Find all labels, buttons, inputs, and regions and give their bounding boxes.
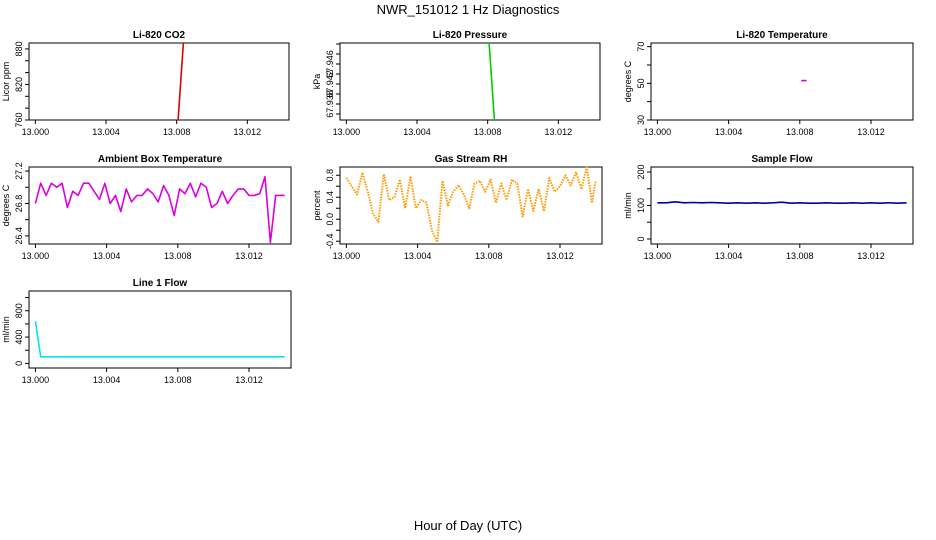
panel-title: Ambient Box Temperature xyxy=(98,154,223,165)
panel-title: Li-820 Pressure xyxy=(433,30,508,41)
series-line-1 xyxy=(34,175,285,244)
x-tick-label: 13.012 xyxy=(235,251,263,261)
x-tick-label: 13.008 xyxy=(164,375,192,385)
y-tick-label: 70 xyxy=(636,42,646,52)
y-tick-label: 400 xyxy=(14,330,24,345)
y-tick-label: 0.0 xyxy=(325,213,335,226)
y-tick-label: -0.4 xyxy=(325,233,335,249)
y-tick-label: 880 xyxy=(14,41,24,56)
x-tick-label: 13.000 xyxy=(644,251,672,261)
x-tick-label: 13.008 xyxy=(475,251,503,261)
plot-frame xyxy=(339,42,601,121)
y-axis-label: ml/min xyxy=(1,316,11,343)
x-tick-label: 13.000 xyxy=(333,127,361,137)
series-line-1 xyxy=(657,201,907,204)
x-tick-label: 13.012 xyxy=(546,251,574,261)
x-tick-label: 13.012 xyxy=(545,127,573,137)
y-tick-label: 26.8 xyxy=(14,195,24,213)
x-tick-label: 13.004 xyxy=(93,251,121,261)
y-axis-label: percent xyxy=(312,190,322,221)
x-tick-label: 13.008 xyxy=(164,251,192,261)
series-line-1 xyxy=(177,42,185,121)
y-tick-label: 100 xyxy=(636,198,646,213)
y-tick-label: 67.946 xyxy=(325,50,335,78)
x-tick-label: 13.000 xyxy=(22,375,50,385)
x-tick-label: 13.004 xyxy=(92,127,120,137)
x-tick-label: 13.004 xyxy=(93,375,121,385)
y-axis-label: Licor ppm xyxy=(1,62,11,102)
y-axis-label: degrees C xyxy=(1,184,11,226)
series-line-1 xyxy=(34,321,285,358)
plot-frame xyxy=(28,42,290,121)
x-tick-label: 13.000 xyxy=(333,251,361,261)
y-tick-label: 0.4 xyxy=(325,191,335,204)
y-axis-label: degrees C xyxy=(623,60,633,102)
y-axis-label: ml/min xyxy=(623,192,633,219)
x-tick-label: 13.012 xyxy=(857,127,885,137)
x-tick-label: 13.012 xyxy=(235,375,263,385)
page-title: NWR_151012 1 Hz Diagnostics xyxy=(376,2,560,17)
x-tick-label: 13.012 xyxy=(857,251,885,261)
x-tick-label: 13.012 xyxy=(234,127,262,137)
y-tick-label: 200 xyxy=(636,165,646,180)
y-tick-label: 760 xyxy=(14,112,24,127)
plot-frame xyxy=(28,290,292,369)
plot-frame xyxy=(28,166,292,245)
x-tick-label: 13.000 xyxy=(22,127,50,137)
plot-frame xyxy=(650,166,914,245)
panel-1: Li-820 CO2 Licor ppm 13.000 13.004 13.008 13.… xyxy=(1,30,290,137)
series-line-1 xyxy=(488,42,496,121)
y-axis-label: kPa xyxy=(312,74,322,90)
x-tick-label: 13.000 xyxy=(644,127,672,137)
x-tick-label: 13.008 xyxy=(474,127,502,137)
panel-5: Gas Stream RH percent 13.000 13.004 13.008 13… xyxy=(312,154,603,261)
y-tick-label: 820 xyxy=(14,77,24,92)
x-tick-label: 13.004 xyxy=(404,251,432,261)
x-tick-label: 13.008 xyxy=(786,127,814,137)
x-tick-label: 13.008 xyxy=(786,251,814,261)
y-tick-label: 67.938 xyxy=(325,90,335,118)
y-tick-label: 26.4 xyxy=(14,227,24,245)
panel-title: Li-820 CO2 xyxy=(133,30,186,41)
x-tick-label: 13.004 xyxy=(715,251,743,261)
panel-title: Line 1 Flow xyxy=(133,278,188,289)
panel-title: Li-820 Temperature xyxy=(736,30,828,41)
y-tick-label: 67.942 xyxy=(325,70,335,98)
panel-2: Li-820 Pressure kPa 13.000 13.004 13.008 13.0… xyxy=(312,30,601,137)
panel-7: Line 1 Flow ml/min 13.000 13.004 13.008 13.01… xyxy=(1,278,292,385)
y-tick-label: 30 xyxy=(636,115,646,125)
series-line-1 xyxy=(345,166,597,244)
panel-6: Sample Flow ml/min 13.000 13.004 13.008 13.01… xyxy=(623,154,914,261)
y-tick-label: 0 xyxy=(636,236,646,241)
x-tick-label: 13.008 xyxy=(163,127,191,137)
panel-3: Li-820 Temperature degrees C 13.000 13.004 1… xyxy=(623,30,914,137)
x-tick-label: 13.004 xyxy=(403,127,431,137)
y-tick-label: 0.8 xyxy=(325,169,335,182)
x-axis-title: Hour of Day (UTC) xyxy=(413,518,523,533)
panel-title: Gas Stream RH xyxy=(435,154,508,165)
y-tick-label: 800 xyxy=(14,303,24,318)
panel-4: Ambient Box Temperature degrees C 13.000 13… xyxy=(1,154,292,261)
y-tick-label: 50 xyxy=(636,78,646,88)
x-tick-label: 13.004 xyxy=(715,127,743,137)
y-tick-label: 0 xyxy=(14,361,24,366)
y-tick-label: 27.2 xyxy=(14,162,24,180)
plot-frame xyxy=(339,166,603,245)
x-tick-label: 13.000 xyxy=(22,251,50,261)
panel-title: Sample Flow xyxy=(751,154,812,165)
plot-frame xyxy=(650,42,914,121)
